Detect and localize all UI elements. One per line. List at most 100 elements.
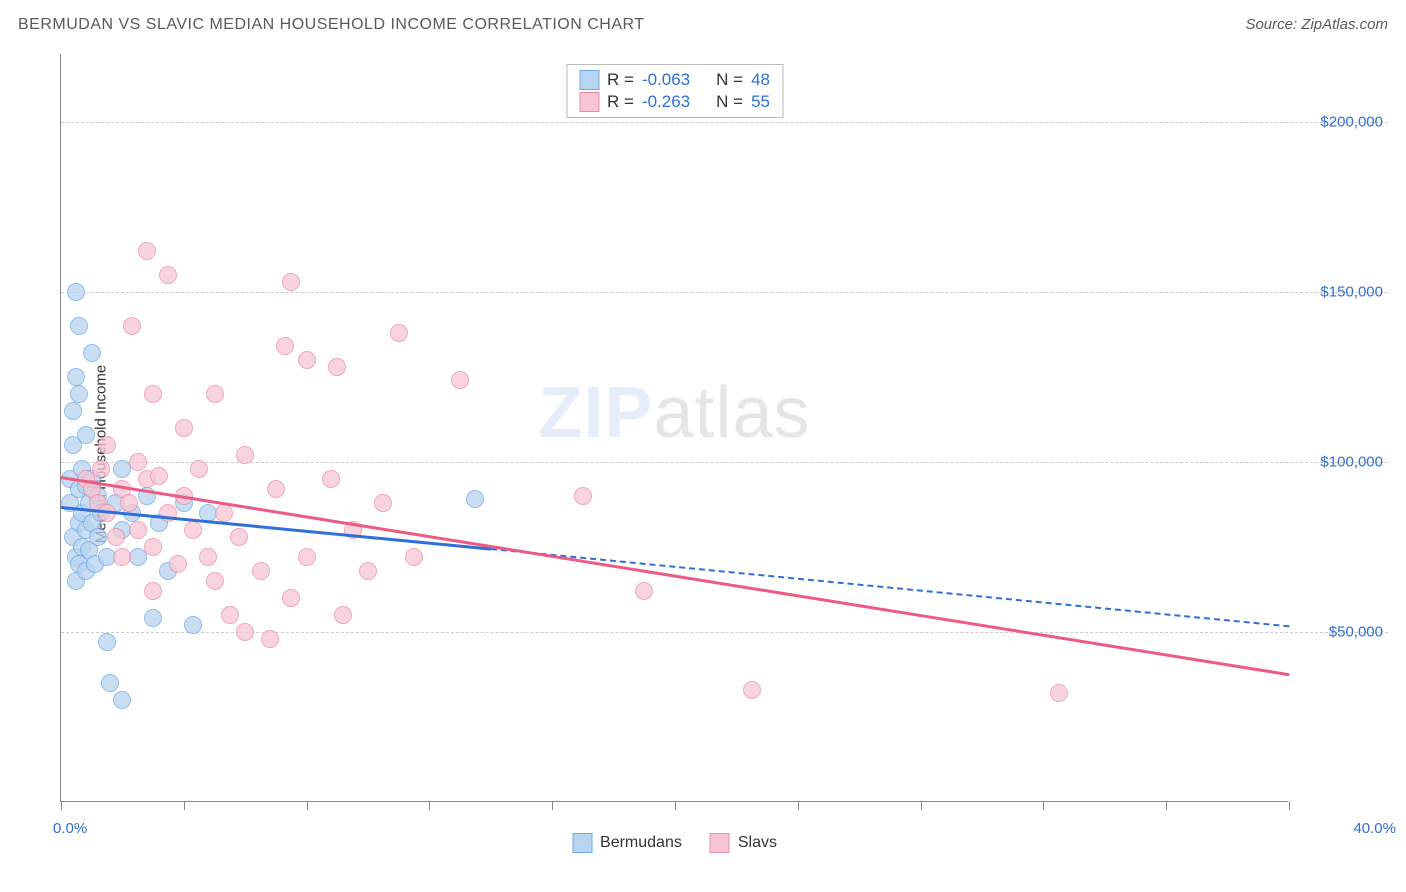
- data-point-bermudans: [144, 609, 162, 627]
- x-axis-max-label: 40.0%: [1353, 820, 1396, 837]
- data-point-slavs: [236, 623, 254, 641]
- y-tick-label: $100,000: [1320, 454, 1383, 471]
- data-point-bermudans: [64, 402, 82, 420]
- data-point-slavs: [334, 606, 352, 624]
- data-point-slavs: [252, 562, 270, 580]
- data-point-slavs: [169, 555, 187, 573]
- stat-R-label: R =: [607, 92, 634, 112]
- x-tick: [675, 801, 676, 810]
- stat-N-label: N =: [716, 70, 743, 90]
- x-tick: [1289, 801, 1290, 810]
- x-tick: [798, 801, 799, 810]
- x-tick: [1166, 801, 1167, 810]
- data-point-slavs: [374, 494, 392, 512]
- data-point-slavs: [230, 528, 248, 546]
- data-point-slavs: [282, 273, 300, 291]
- data-point-slavs: [144, 385, 162, 403]
- stat-N-value: 55: [751, 92, 770, 112]
- data-point-slavs: [206, 385, 224, 403]
- stat-R-label: R =: [607, 70, 634, 90]
- data-point-slavs: [215, 504, 233, 522]
- data-point-slavs: [175, 419, 193, 437]
- data-point-slavs: [282, 589, 300, 607]
- data-point-slavs: [1050, 684, 1068, 702]
- stats-legend-box: R = -0.063 N = 48 R = -0.263 N = 55: [566, 64, 783, 118]
- data-point-bermudans: [83, 344, 101, 362]
- series-legend: Bermudans Slavs: [572, 833, 777, 853]
- data-point-slavs: [298, 548, 316, 566]
- chart-source: Source: ZipAtlas.com: [1245, 16, 1388, 33]
- swatch-slavs: [579, 92, 599, 112]
- gridline: [61, 122, 1388, 123]
- watermark: ZIPatlas: [538, 372, 810, 454]
- data-point-slavs: [129, 453, 147, 471]
- legend-swatch-slavs: [710, 833, 730, 853]
- data-point-slavs: [276, 337, 294, 355]
- data-point-slavs: [144, 538, 162, 556]
- stat-N-value: 48: [751, 70, 770, 90]
- data-point-slavs: [113, 548, 131, 566]
- plot-region: ZIPatlas R = -0.063 N = 48 R = -0.263 N = 5…: [60, 54, 1288, 802]
- data-point-bermudans: [67, 283, 85, 301]
- stat-N-label: N =: [716, 92, 743, 112]
- data-point-slavs: [92, 460, 110, 478]
- y-tick-label: $150,000: [1320, 284, 1383, 301]
- data-point-slavs: [123, 317, 141, 335]
- data-point-bermudans: [70, 317, 88, 335]
- data-point-slavs: [150, 467, 168, 485]
- data-point-slavs: [743, 681, 761, 699]
- data-point-bermudans: [184, 616, 202, 634]
- chart-header: BERMUDAN VS SLAVIC MEDIAN HOUSEHOLD INCO…: [18, 16, 1388, 34]
- data-point-slavs: [390, 324, 408, 342]
- data-point-slavs: [98, 436, 116, 454]
- stats-row-slavs: R = -0.263 N = 55: [579, 91, 770, 113]
- data-point-slavs: [221, 606, 239, 624]
- legend-item-bermudans: Bermudans: [572, 833, 682, 853]
- data-point-slavs: [451, 371, 469, 389]
- data-point-slavs: [322, 470, 340, 488]
- data-point-slavs: [267, 480, 285, 498]
- stats-row-bermudans: R = -0.063 N = 48: [579, 69, 770, 91]
- stat-R-value: -0.263: [642, 92, 690, 112]
- data-point-slavs: [298, 351, 316, 369]
- data-point-slavs: [190, 460, 208, 478]
- x-tick: [1043, 801, 1044, 810]
- data-point-bermudans: [101, 674, 119, 692]
- watermark-atlas: atlas: [653, 373, 810, 453]
- data-point-slavs: [328, 358, 346, 376]
- legend-swatch-bermudans: [572, 833, 592, 853]
- gridline: [61, 292, 1388, 293]
- x-tick: [921, 801, 922, 810]
- data-point-bermudans: [466, 490, 484, 508]
- x-axis-min-label: 0.0%: [53, 820, 87, 837]
- chart-area: Median Household Income ZIPatlas R = -0.…: [18, 46, 1388, 862]
- legend-label: Slavs: [738, 834, 777, 852]
- watermark-zip: ZIP: [538, 373, 653, 453]
- data-point-slavs: [184, 521, 202, 539]
- y-tick-label: $200,000: [1320, 114, 1383, 131]
- x-tick: [307, 801, 308, 810]
- data-point-bermudans: [70, 385, 88, 403]
- data-point-slavs: [159, 266, 177, 284]
- data-point-slavs: [635, 582, 653, 600]
- stat-R-value: -0.063: [642, 70, 690, 90]
- legend-item-slavs: Slavs: [710, 833, 777, 853]
- data-point-slavs: [138, 242, 156, 260]
- chart-title: BERMUDAN VS SLAVIC MEDIAN HOUSEHOLD INCO…: [18, 16, 645, 34]
- x-tick: [552, 801, 553, 810]
- gridline: [61, 632, 1388, 633]
- x-tick: [184, 801, 185, 810]
- data-point-bermudans: [77, 426, 95, 444]
- data-point-slavs: [405, 548, 423, 566]
- data-point-bermudans: [67, 368, 85, 386]
- data-point-slavs: [129, 521, 147, 539]
- trend-line: [61, 476, 1289, 676]
- x-tick: [61, 801, 62, 810]
- data-point-slavs: [236, 446, 254, 464]
- gridline: [61, 462, 1388, 463]
- data-point-bermudans: [89, 528, 107, 546]
- data-point-slavs: [206, 572, 224, 590]
- y-tick-label: $50,000: [1329, 624, 1383, 641]
- data-point-slavs: [199, 548, 217, 566]
- x-tick: [429, 801, 430, 810]
